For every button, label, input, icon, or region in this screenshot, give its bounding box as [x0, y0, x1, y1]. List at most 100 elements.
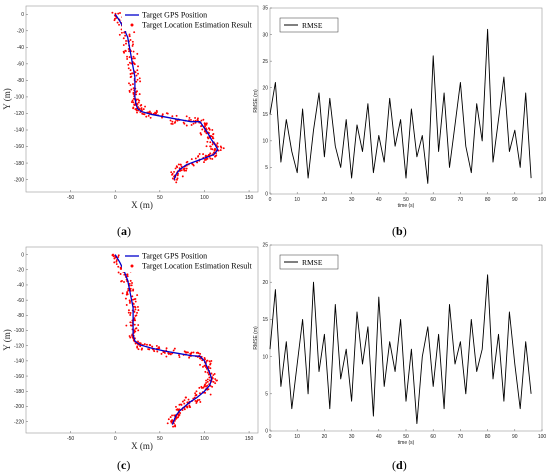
estimate-point: [136, 311, 138, 314]
estimate-point: [129, 336, 132, 339]
estimate-point: [211, 148, 214, 151]
x-tick-label-b: 0: [269, 197, 272, 203]
estimate-point: [195, 390, 198, 393]
estimate-point: [118, 33, 121, 36]
plot-area-b: [269, 7, 543, 195]
estimate-point: [204, 370, 207, 373]
estimate-point: [185, 169, 188, 172]
legend-label-rmse: RMSE: [302, 258, 323, 267]
estimate-point: [127, 309, 130, 312]
estimate-point: [137, 329, 140, 332]
estimate-point: [200, 133, 203, 136]
estimate-point: [180, 403, 183, 406]
estimate-point: [126, 58, 129, 60]
x-tick-label-d: 40: [376, 434, 382, 440]
estimate-point: [207, 388, 210, 391]
estimate-point: [136, 69, 139, 72]
estimate-point: [173, 170, 175, 173]
estimate-point: [214, 378, 217, 380]
legend-box-c: [122, 250, 256, 272]
estimate-point: [188, 404, 191, 407]
estimate-point: [170, 122, 173, 125]
estimate-point: [201, 128, 204, 131]
estimate-point: [194, 400, 197, 402]
y-tick-label-c: 0: [21, 252, 24, 258]
estimate-point: [117, 256, 120, 258]
legend-box-a: [122, 9, 256, 31]
estimate-point: [131, 72, 134, 75]
estimate-point: [128, 61, 131, 64]
estimate-point: [117, 271, 120, 274]
estimate-point: [128, 33, 131, 36]
caption-d: (d): [392, 458, 407, 472]
estimate-point: [203, 356, 206, 359]
estimate-point: [120, 31, 123, 34]
estimate-point: [199, 352, 202, 355]
y-tick-label-b: 15: [262, 112, 268, 118]
estimate-point: [132, 55, 135, 58]
estimate-point: [199, 363, 201, 366]
estimate-point: [215, 379, 218, 382]
caption-a-letter: a: [121, 224, 127, 238]
estimate-point: [138, 99, 141, 102]
estimate-point: [194, 157, 197, 160]
estimate-point: [142, 108, 145, 111]
y-tick-label-c: -60: [17, 298, 24, 304]
estimate-point: [137, 101, 140, 104]
estimate-point: [149, 344, 152, 347]
estimate-point: [211, 377, 214, 380]
estimate-point: [136, 294, 139, 297]
estimate-point: [146, 343, 148, 346]
estimate-point: [196, 400, 198, 403]
estimate-point: [190, 352, 193, 355]
estimate-point: [134, 108, 137, 111]
caption-b: (b): [392, 224, 407, 238]
estimate-point: [134, 327, 137, 330]
y-tick-label-b: 30: [262, 32, 268, 38]
plot-area-c: [25, 246, 259, 434]
estimate-point: [136, 111, 138, 114]
estimate-point: [183, 402, 186, 405]
estimate-point: [163, 351, 166, 354]
estimate-point: [143, 343, 146, 346]
estimate-point: [115, 260, 118, 263]
estimate-point: [205, 381, 208, 384]
estimate-point: [133, 323, 136, 326]
estimate-point: [215, 154, 218, 157]
estimate-point: [128, 90, 131, 93]
x-tick-label-b: 30: [349, 197, 355, 203]
estimate-point: [183, 408, 186, 411]
y-axis-label-b: RMSE (m): [253, 89, 259, 113]
estimate-point: [142, 113, 145, 116]
estimate-point: [126, 291, 129, 294]
x-tick-label-d: 60: [430, 434, 436, 440]
y-tick-label-d: 0: [265, 429, 268, 435]
x-tick-label-d: 100: [538, 434, 547, 440]
estimate-point: [133, 31, 136, 34]
estimate-point: [129, 279, 132, 282]
legend-label-gps: Target GPS Position: [142, 252, 207, 261]
estimate-point: [137, 309, 140, 312]
estimate-point: [132, 107, 135, 110]
estimate-point: [129, 312, 132, 314]
estimate-point: [128, 282, 131, 285]
estimate-point: [127, 289, 130, 292]
estimate-point: [206, 140, 209, 143]
estimate-point: [117, 12, 120, 15]
estimate-point: [178, 354, 180, 357]
x-tick-label-c: -50: [67, 436, 74, 442]
estimate-point: [130, 284, 133, 287]
estimate-point: [180, 165, 183, 168]
estimate-point: [167, 352, 170, 354]
estimate-point: [192, 164, 195, 167]
estimate-point: [133, 298, 136, 301]
estimate-point: [114, 256, 117, 259]
y-tick-label-a: -200: [14, 177, 24, 183]
estimate-point: [134, 319, 137, 322]
y-tick-label-a: -160: [14, 144, 24, 150]
estimate-point: [132, 43, 134, 46]
estimate-point: [127, 311, 130, 314]
y-tick-label-c: -40: [17, 283, 24, 289]
estimate-point: [121, 279, 123, 282]
estimate-point: [185, 124, 188, 127]
